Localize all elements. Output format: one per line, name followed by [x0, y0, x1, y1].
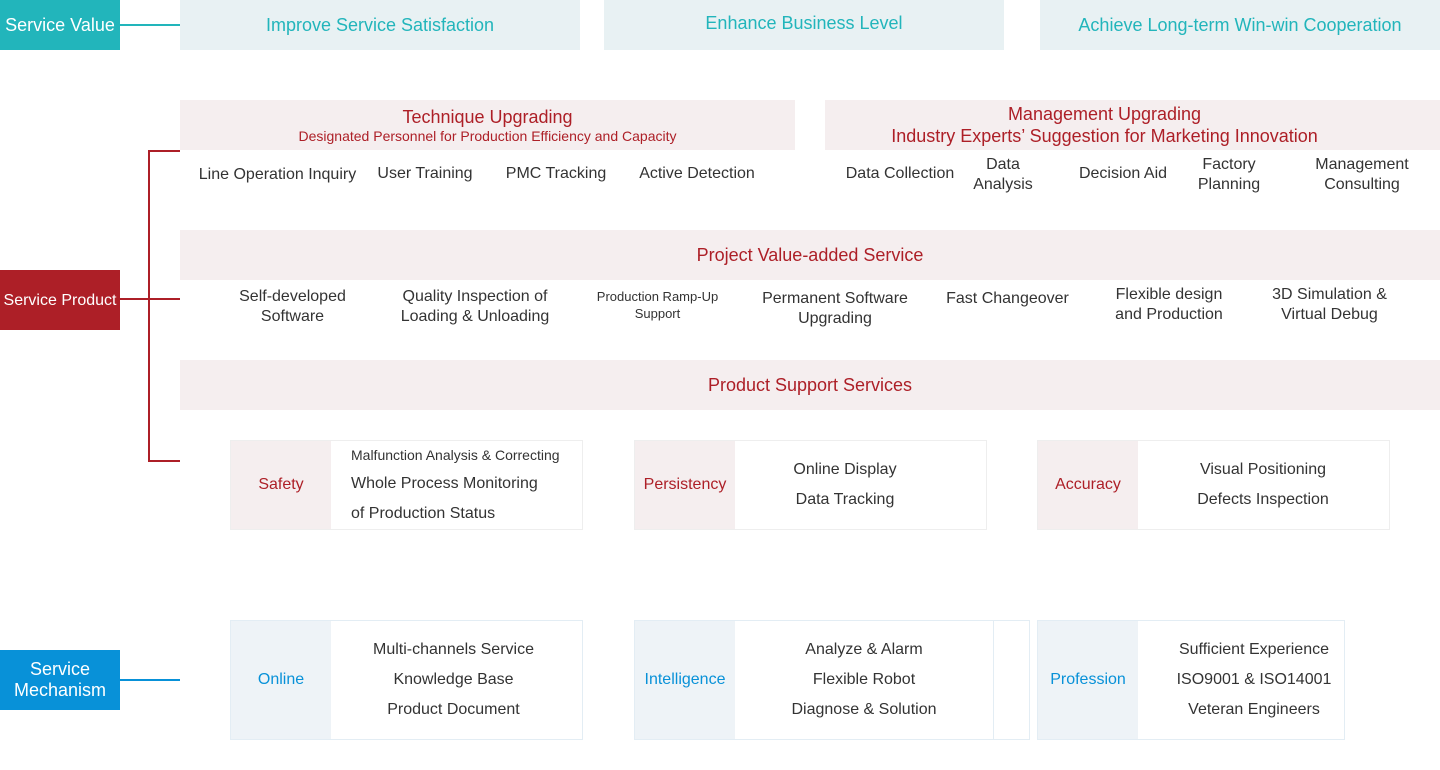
group-lines: Malfunction Analysis & Correcting Whole …: [351, 441, 560, 529]
group-line: ISO9001 & ISO14001: [1176, 671, 1332, 688]
project-item: 3D Simulation & Virtual Debug: [1272, 286, 1387, 323]
management-title: Management Upgrading: [1007, 104, 1202, 124]
management-item: Data Analysis: [973, 156, 1033, 193]
support-group-accuracy: Accuracy Visual Positioning Defects Insp…: [1037, 440, 1390, 530]
group-line: Sufficient Experience: [1178, 641, 1329, 658]
divider: [993, 621, 994, 739]
group-line: Online Display: [793, 461, 897, 478]
group-line: of Production Status: [351, 505, 496, 522]
technique-item: User Training: [377, 165, 473, 182]
mechanism-group-online: Online Multi-channels Service Knowledge …: [230, 620, 583, 740]
group-line: Multi-channels Service: [373, 641, 534, 658]
connector-line: [120, 298, 180, 300]
mechanism-group-intelligence: Intelligence Analyze & Alarm Flexible Ro…: [634, 620, 1030, 740]
technique-subtitle: Designated Personnel for Production Effi…: [298, 127, 677, 144]
group-line: Knowledge Base: [393, 671, 514, 688]
group-line: Visual Positioning: [1199, 461, 1326, 478]
technique-header: Technique Upgrading Designated Personnel…: [180, 100, 795, 150]
value-item: Enhance Business Level: [604, 0, 1004, 50]
connector-line: [120, 679, 180, 681]
group-line: Malfunction Analysis & Correcting: [351, 447, 560, 463]
support-group-safety: Safety Malfunction Analysis & Correcting…: [230, 440, 583, 530]
group-line: Data Tracking: [795, 491, 895, 508]
support-group-persistency: Persistency Online Display Data Tracking: [634, 440, 987, 530]
management-item: Factory Planning: [1197, 156, 1261, 193]
value-item: Improve Service Satisfaction: [180, 0, 580, 50]
group-line: Veteran Engineers: [1188, 701, 1320, 718]
group-key: Intelligence: [635, 621, 735, 739]
group-line: Defects Inspection: [1197, 491, 1329, 508]
group-key: Safety: [231, 441, 331, 529]
group-line: Flexible Robot: [812, 671, 916, 688]
project-item: Fast Changeover: [946, 290, 1069, 307]
management-item: Decision Aid: [1078, 165, 1168, 182]
project-item: Flexible design and Production: [1115, 286, 1223, 323]
service-value-label: Service Value: [0, 0, 120, 50]
technique-item: Active Detection: [639, 165, 755, 182]
technique-title: Technique Upgrading: [402, 106, 573, 127]
group-key: Accuracy: [1038, 441, 1138, 529]
group-line: Diagnose & Solution: [791, 701, 937, 718]
group-line: Analyze & Alarm: [805, 641, 923, 658]
bracket-line: [148, 150, 180, 462]
group-lines: Visual Positioning Defects Inspection: [1138, 441, 1388, 529]
project-item: Production Ramp-Up Support: [596, 289, 719, 321]
group-lines: Sufficient Experience ISO9001 & ISO14001…: [1138, 621, 1370, 739]
group-key: Profession: [1038, 621, 1138, 739]
technique-item: Line Operation Inquiry: [198, 166, 357, 183]
management-item: Data Collection: [845, 165, 955, 182]
project-header: Project Value-added Service: [180, 230, 1440, 280]
service-mechanism-label: Service Mechanism: [0, 650, 120, 710]
management-header: Management Upgrading Industry Experts’ S…: [825, 100, 1440, 150]
group-lines: Multi-channels Service Knowledge Base Pr…: [331, 621, 576, 739]
project-item: Quality Inspection of Loading & Unloadin…: [400, 288, 550, 325]
mechanism-group-profession: Profession Sufficient Experience ISO9001…: [1037, 620, 1345, 740]
project-item: Permanent Software Upgrading: [762, 290, 908, 327]
project-item: Self-developed Software: [239, 288, 346, 325]
group-key: Persistency: [635, 441, 735, 529]
group-line: Product Document: [387, 701, 520, 718]
value-item: Achieve Long-term Win-win Cooperation: [1040, 0, 1440, 50]
management-item: Management Consulting: [1315, 156, 1409, 193]
management-subtitle: Industry Experts’ Suggestion for Marketi…: [891, 126, 1318, 146]
support-header: Product Support Services: [180, 360, 1440, 410]
connector-line: [120, 24, 180, 26]
group-lines: Analyze & Alarm Flexible Robot Diagnose …: [735, 621, 993, 739]
group-lines: Online Display Data Tracking: [735, 441, 955, 529]
service-product-label: Service Product: [0, 270, 120, 330]
group-key: Online: [231, 621, 331, 739]
technique-item: PMC Tracking: [505, 165, 607, 182]
group-line: Whole Process Monitoring: [351, 475, 538, 492]
